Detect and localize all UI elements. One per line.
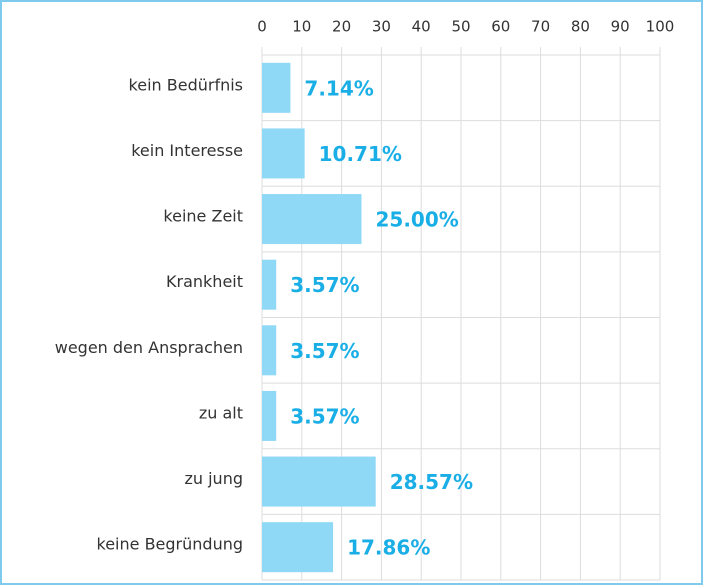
x-tick-label: 40	[412, 18, 431, 36]
value-label: 17.86%	[347, 536, 430, 560]
category-label: zu alt	[199, 403, 243, 422]
bar	[262, 522, 334, 573]
category-label: kein Bedürfnis	[129, 75, 243, 94]
x-tick-label: 70	[531, 18, 550, 36]
x-tick-label: 50	[451, 18, 470, 36]
value-label: 7.14%	[304, 76, 373, 100]
category-label: keine Begründung	[97, 535, 243, 554]
bar	[262, 194, 362, 245]
bar	[262, 259, 277, 310]
bar	[262, 325, 277, 376]
category-label: zu jung	[184, 469, 243, 488]
x-tick-label: 90	[611, 18, 630, 36]
x-tick-label: 100	[646, 18, 675, 36]
bar	[262, 390, 277, 441]
value-label: 28.57%	[390, 470, 473, 494]
x-tick-label: 0	[257, 18, 267, 36]
x-tick-label: 20	[332, 18, 351, 36]
value-label: 25.00%	[376, 208, 459, 232]
x-tick-label: 10	[292, 18, 311, 36]
value-label: 3.57%	[290, 339, 359, 363]
bar	[262, 456, 376, 507]
category-label: Krankheit	[166, 272, 243, 291]
x-tick-label: 60	[491, 18, 510, 36]
category-label: keine Zeit	[163, 207, 243, 226]
category-label: kein Interesse	[131, 141, 243, 160]
category-label: wegen den Ansprachen	[55, 338, 243, 357]
value-label: 3.57%	[290, 273, 359, 297]
bar	[262, 128, 305, 179]
bar	[262, 62, 291, 113]
value-label: 10.71%	[319, 142, 402, 166]
x-tick-label: 80	[571, 18, 590, 36]
value-label: 3.57%	[290, 404, 359, 428]
x-tick-label: 30	[372, 18, 391, 36]
